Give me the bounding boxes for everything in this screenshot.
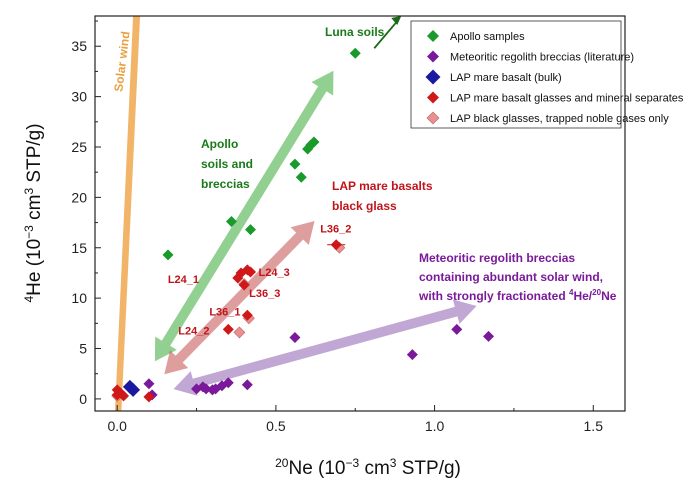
x-axis-title-sup1: 20 [275, 456, 289, 470]
data-point [222, 323, 234, 335]
annotation-lap-mare-line1: LAP mare basalts [332, 179, 433, 193]
legend-marker [425, 69, 441, 85]
annotation-solar-wind: Solar wind [111, 31, 132, 93]
data-point [233, 326, 246, 339]
y-tick-label: 5 [79, 341, 87, 357]
y-axis-title-part1: He (10 [24, 239, 45, 296]
y-axis-title-part3: STP/g) [24, 123, 45, 187]
annotation-luna-soils: Luna soils [325, 25, 385, 39]
data-point [143, 378, 155, 390]
y-axis-title-sup1: 4 [22, 296, 36, 303]
data-point [406, 349, 418, 361]
data-point [222, 377, 234, 389]
lap-mare-trend-arrow [164, 221, 315, 375]
data-point [162, 249, 174, 261]
luna-soils-arrowhead [391, 16, 402, 25]
legend-marker [427, 91, 439, 104]
annotation-lap-mare-line2: black glass [332, 199, 397, 213]
annotation-meteoritic-line2: containing abundant solar wind, [419, 270, 603, 284]
plot-frame [94, 15, 626, 412]
y-tick-label: 0 [79, 391, 87, 407]
y-tick-label: 10 [71, 290, 87, 306]
data-point [238, 279, 250, 291]
point-label: L24_2 [178, 325, 209, 337]
y-tick-label: 35 [71, 38, 87, 54]
data-point [245, 266, 257, 278]
x-axis-title-part3: STP/g) [396, 458, 460, 479]
annotation-meteoritic-sup2: 20 [592, 288, 601, 297]
y-tick-label: 20 [71, 189, 87, 205]
annotation-meteoritic-line3-mid: He/ [573, 289, 592, 303]
y-axis-title: 4He (10−3 cm3 STP/g) [22, 123, 45, 302]
legend-marker [426, 111, 440, 125]
annotation-meteoritic: Meteoritic regolith breccias containing … [418, 251, 617, 303]
annotation-meteoritic-line1: Meteoritic regolith breccias [419, 251, 575, 265]
annotation-meteoritic-sup1: 4 [569, 288, 574, 297]
legend-label: LAP black glasses, trapped noble gases o… [450, 113, 669, 125]
point-label: L24_3 [259, 267, 290, 279]
data-point [143, 391, 155, 403]
data-point [118, 390, 130, 402]
data-point [295, 171, 307, 183]
legend: Apollo samples Meteoritic regolith brecci… [410, 20, 684, 129]
legend-label: Apollo samples [450, 31, 525, 43]
point-label: L36_1 [209, 306, 240, 318]
x-axis-title: 20Ne (10−3 cm3 STP/g) [275, 456, 461, 479]
x-axis-title-part2: cm [359, 458, 390, 479]
annotation-apollo-line2: soils and [201, 157, 253, 171]
legend-label: LAP mare basalt glasses and mineral sepa… [450, 93, 684, 105]
data-point [483, 330, 495, 342]
annotation-meteoritic-line3: with strongly fractionated [418, 289, 569, 303]
legend-marker [427, 30, 439, 42]
y-axis-title-part2: cm [24, 195, 45, 226]
apollo-trend-arrow [154, 70, 334, 362]
x-axis-title-sup3: 3 [390, 456, 397, 470]
y-tick-label: 30 [71, 89, 87, 105]
point-label: L36_2 [320, 224, 351, 236]
legend-label: Meteoritic regolith breccias (literature… [450, 52, 634, 64]
annotation-lap-mare: LAP mare basalts black glass [332, 179, 436, 213]
data-point [126, 382, 141, 397]
annotation-apollo-line3: breccias [201, 177, 250, 191]
data-point [289, 158, 301, 170]
point-label: L36_3 [249, 288, 280, 300]
data-point [289, 331, 301, 343]
data-point [349, 47, 361, 59]
data-point [245, 224, 257, 236]
x-tick-label: 1.0 [425, 418, 445, 434]
annotation-meteoritic-line3-end: Ne [601, 289, 617, 303]
point-label: L24_1 [168, 274, 199, 286]
x-axis-title-sup2: −3 [346, 456, 360, 470]
legend-marker [427, 50, 439, 63]
y-tick-label: 25 [71, 139, 87, 155]
annotation-apollo-line1: Apollo [201, 137, 238, 151]
data-point [241, 379, 253, 391]
x-tick-label: 0.0 [107, 418, 127, 434]
x-axis-title-part1: Ne (10 [288, 458, 345, 479]
annotation-apollo: Apollo soils and breccias [201, 137, 256, 191]
legend-box [410, 20, 622, 129]
data-point [451, 323, 463, 335]
y-tick-label: 15 [71, 240, 87, 256]
luna-soils-arrow [373, 21, 398, 49]
y-axis-title-sup2: −3 [22, 225, 36, 239]
data-point [241, 309, 253, 321]
x-tick-label: 1.5 [584, 418, 604, 434]
data-point [225, 216, 237, 228]
legend-label: LAP mare basalt (bulk) [450, 72, 562, 84]
y-axis-title-sup3: 3 [22, 188, 36, 195]
solar-wind-band [114, 16, 141, 411]
data-point [308, 136, 320, 148]
x-tick-label: 0.5 [266, 418, 286, 434]
